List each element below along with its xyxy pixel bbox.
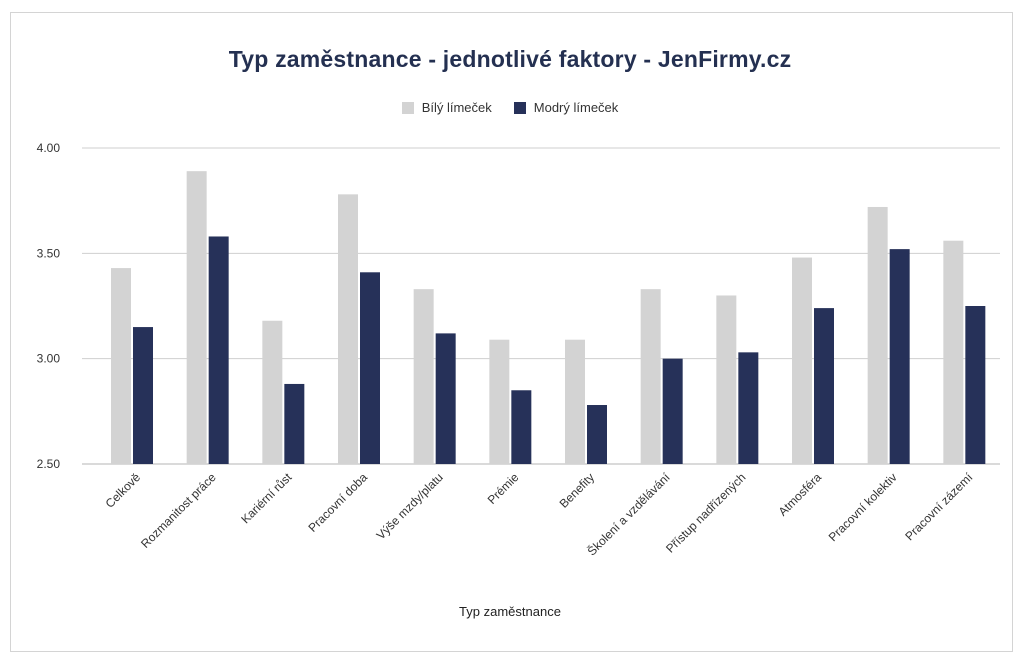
bar-blue-collar[interactable] <box>208 236 229 464</box>
bar-blue-collar[interactable] <box>435 333 456 464</box>
x-tick-label: Benefity <box>557 470 598 511</box>
bar-white-collar[interactable] <box>186 171 207 464</box>
y-tick-label: 3.00 <box>37 352 61 366</box>
bar-blue-collar[interactable] <box>284 383 305 464</box>
bar-white-collar[interactable] <box>413 289 434 464</box>
bar-white-collar[interactable] <box>489 339 510 464</box>
x-tick-label: Pracovní zázemí <box>902 470 976 544</box>
bars <box>111 171 986 464</box>
x-tick-label: Rozmanitost práce <box>138 470 219 551</box>
bar-blue-collar[interactable] <box>738 352 759 464</box>
bar-blue-collar[interactable] <box>587 405 607 464</box>
x-tick-label: Výše mzdy/platu <box>374 470 446 542</box>
legend-item-white-collar[interactable]: Bílý límeček <box>401 100 492 115</box>
bar-blue-collar[interactable] <box>965 306 986 464</box>
legend-item-blue-collar[interactable]: Modrý límeček <box>513 100 619 115</box>
x-axis-title: Typ zaměstnance <box>459 604 561 619</box>
legend-swatch-blue-collar <box>513 101 526 114</box>
x-tick-label: Prémie <box>485 470 522 507</box>
y-tick-label: 4.00 <box>37 141 61 155</box>
bar-blue-collar[interactable] <box>511 390 532 464</box>
chart-frame <box>10 12 1013 652</box>
bar-white-collar[interactable] <box>111 268 131 464</box>
bar-blue-collar[interactable] <box>814 308 834 464</box>
bar-white-collar[interactable] <box>792 257 812 464</box>
legend-label-blue-collar: Modrý límeček <box>533 100 619 115</box>
bar-white-collar[interactable] <box>716 295 737 464</box>
x-tick-label: Atmosféra <box>776 470 825 519</box>
bar-white-collar[interactable] <box>338 194 358 464</box>
y-axis-ticks: 2.50 3.00 3.50 4.00 <box>37 141 61 471</box>
x-tick-label: Pracovní kolektiv <box>826 470 900 544</box>
chart-title: Typ zaměstnance - jednotlivé faktory - J… <box>228 46 792 72</box>
chart-legend: Bílý límeček Modrý límeček <box>0 100 1020 115</box>
legend-swatch-white-collar <box>401 101 414 114</box>
y-tick-label: 3.50 <box>37 246 61 260</box>
x-tick-label: Pracovní doba <box>305 470 370 535</box>
x-tick-label: Přístup nadřízených <box>663 470 748 555</box>
bar-white-collar[interactable] <box>565 339 585 464</box>
bar-blue-collar[interactable] <box>360 272 380 464</box>
bar-white-collar[interactable] <box>867 206 888 464</box>
bar-blue-collar[interactable] <box>889 249 910 464</box>
bar-white-collar[interactable] <box>262 320 283 464</box>
bar-white-collar[interactable] <box>943 240 964 464</box>
y-tick-label: 2.50 <box>37 457 61 471</box>
bar-blue-collar[interactable] <box>133 327 153 464</box>
bar-blue-collar[interactable] <box>662 358 683 464</box>
x-tick-label: Kariérní růst <box>238 470 295 527</box>
x-tick-label: Celkově <box>103 470 144 511</box>
bar-white-collar[interactable] <box>640 289 661 464</box>
grid-lines <box>82 147 1000 465</box>
legend-label-white-collar: Bílý límeček <box>421 100 492 115</box>
x-tick-label: Školení a vzdělávání <box>584 469 673 558</box>
